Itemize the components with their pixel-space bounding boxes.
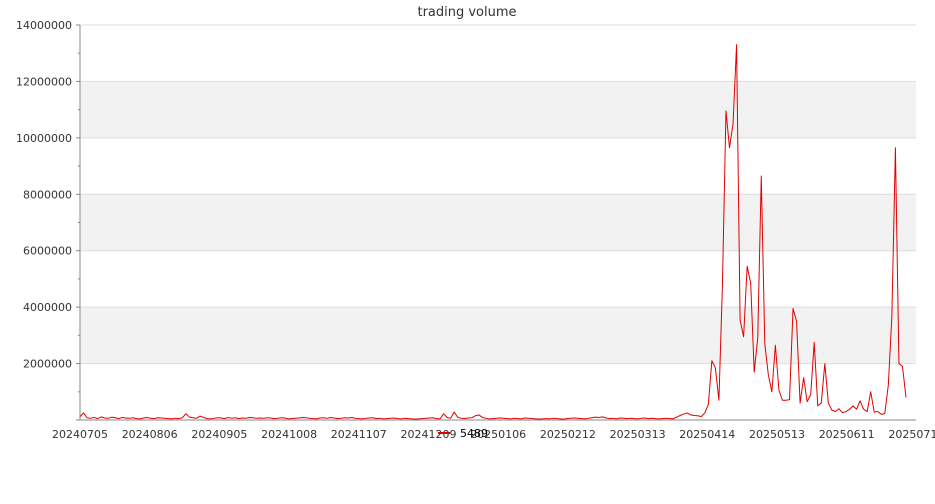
x-tick-label: 20241209 [401,428,457,441]
y-tick-label: 12000000 [16,75,72,88]
x-tick-label: 20240806 [122,428,178,441]
x-tick-label: 20250513 [749,428,805,441]
grid-band [80,194,916,251]
grid-band [80,307,916,364]
y-axis-ticks: 2000000 4000000 6000000 8000000 10000000 1200… [16,19,80,421]
x-tick-label: 20240905 [191,428,247,441]
x-tick-label: 20241107 [331,428,387,441]
x-tick-label: 20240705 [52,428,108,441]
x-tick-label: 20250313 [610,428,666,441]
y-tick-label: 6000000 [23,245,72,258]
y-tick-label: 14000000 [16,19,72,32]
x-tick-label: 20250711 [888,428,935,441]
series-layer [79,44,907,420]
y-tick-label: 8000000 [23,188,72,201]
x-axis-ticks: 20240705 20240806 20240905 20241008 20241107… [52,428,935,441]
grid-band [80,81,916,138]
x-tick-label: 20250611 [819,428,875,441]
y-tick-label: 2000000 [23,358,72,371]
legend: 5489 [438,425,488,441]
legend-label: 5489 [460,426,488,440]
x-tick-label: 20241008 [261,428,317,441]
grid-bands [80,81,916,364]
x-tick-label: 20250212 [540,428,596,441]
y-tick-label: 4000000 [23,301,72,314]
chart-title: trading volume [417,5,516,20]
y-tick-label: 10000000 [16,132,72,145]
x-tick-label: 20250106 [470,428,526,441]
series-line-5489 [79,44,907,420]
x-tick-label: 20250414 [679,428,735,441]
legend-swatch [438,432,450,434]
